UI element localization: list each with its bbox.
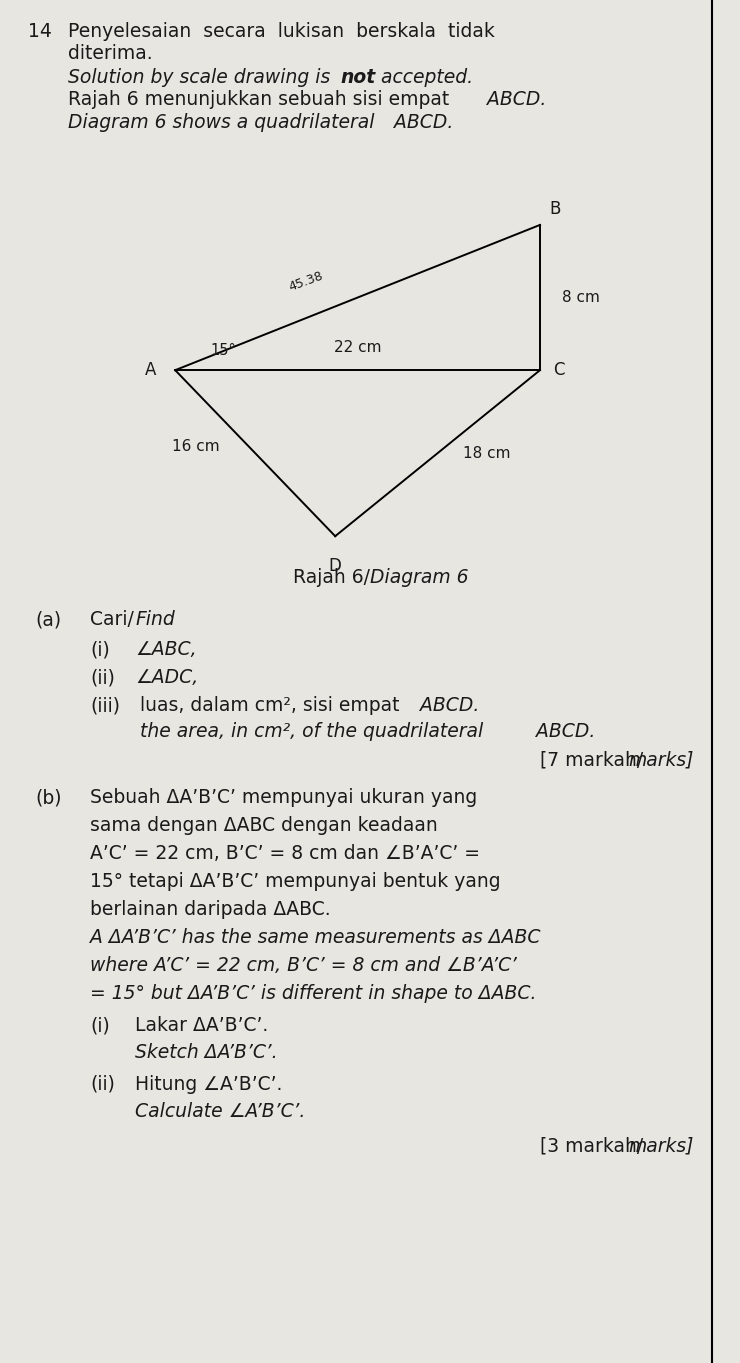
Text: Solution by scale drawing is: Solution by scale drawing is bbox=[68, 68, 336, 87]
Text: D: D bbox=[329, 557, 342, 575]
Text: = 15° but ΔA’B’C’ is different in shape to ΔABC.: = 15° but ΔA’B’C’ is different in shape … bbox=[90, 984, 536, 1003]
Text: Rajah 6/: Rajah 6/ bbox=[293, 568, 370, 587]
Text: accepted.: accepted. bbox=[375, 68, 473, 87]
Text: where A’C’ = 22 cm, B’C’ = 8 cm and ∠B’A’C’: where A’C’ = 22 cm, B’C’ = 8 cm and ∠B’A… bbox=[90, 955, 517, 975]
Text: (iii): (iii) bbox=[90, 696, 120, 716]
Text: diterima.: diterima. bbox=[68, 44, 152, 63]
Text: Sebuah ΔA’B’C’ mempunyai ukuran yang: Sebuah ΔA’B’C’ mempunyai ukuran yang bbox=[90, 788, 477, 807]
Text: ∠ABC,: ∠ABC, bbox=[135, 641, 197, 658]
Text: Diagram 6: Diagram 6 bbox=[370, 568, 468, 587]
Text: C: C bbox=[553, 361, 565, 379]
Text: ABCD.: ABCD. bbox=[487, 90, 546, 109]
Text: Rajah 6 menunjukkan sebuah sisi empat: Rajah 6 menunjukkan sebuah sisi empat bbox=[68, 90, 455, 109]
Text: Find: Find bbox=[135, 611, 175, 628]
Text: 8 cm: 8 cm bbox=[562, 290, 600, 305]
Text: ∠ADC,: ∠ADC, bbox=[135, 668, 198, 687]
Text: A’C’ = 22 cm, B’C’ = 8 cm dan ∠B’A’C’ =: A’C’ = 22 cm, B’C’ = 8 cm dan ∠B’A’C’ = bbox=[90, 844, 480, 863]
Text: berlainan daripada ΔABC.: berlainan daripada ΔABC. bbox=[90, 900, 331, 919]
Text: sama dengan ΔABC dengan keadaan: sama dengan ΔABC dengan keadaan bbox=[90, 816, 438, 836]
Text: (ii): (ii) bbox=[90, 668, 115, 687]
Text: Lakar ΔA’B’C’.: Lakar ΔA’B’C’. bbox=[135, 1015, 269, 1035]
Text: A: A bbox=[144, 361, 156, 379]
Text: Hitung ∠A’B’C’.: Hitung ∠A’B’C’. bbox=[135, 1075, 283, 1094]
Text: luas, dalam cm², sisi empat: luas, dalam cm², sisi empat bbox=[140, 696, 406, 716]
Text: ABCD.: ABCD. bbox=[536, 722, 596, 741]
Text: (ii): (ii) bbox=[90, 1075, 115, 1094]
Text: not: not bbox=[340, 68, 375, 87]
Text: Penyelesaian  secara  lukisan  berskala  tidak: Penyelesaian secara lukisan berskala tid… bbox=[68, 22, 495, 41]
Text: [7 markah/: [7 markah/ bbox=[540, 750, 643, 769]
Text: marks]: marks] bbox=[628, 1137, 693, 1156]
Text: ABCD.: ABCD. bbox=[394, 113, 454, 132]
Text: 14: 14 bbox=[28, 22, 52, 41]
Text: [3 markah/: [3 markah/ bbox=[540, 1137, 643, 1156]
Text: 18 cm: 18 cm bbox=[463, 446, 511, 461]
Text: Diagram 6 shows a quadrilateral: Diagram 6 shows a quadrilateral bbox=[68, 113, 380, 132]
Text: ABCD.: ABCD. bbox=[420, 696, 480, 716]
Text: 22 cm: 22 cm bbox=[334, 339, 381, 354]
Text: (a): (a) bbox=[35, 611, 61, 628]
Text: (i): (i) bbox=[90, 1015, 110, 1035]
Text: 16 cm: 16 cm bbox=[172, 439, 220, 454]
Text: A ΔA’B’C’ has the same measurements as ΔABC: A ΔA’B’C’ has the same measurements as Δ… bbox=[90, 928, 540, 947]
Text: 15°: 15° bbox=[210, 342, 236, 357]
Text: Cari/: Cari/ bbox=[90, 611, 134, 628]
Text: Sketch ΔA’B’C’.: Sketch ΔA’B’C’. bbox=[135, 1043, 278, 1062]
Text: (b): (b) bbox=[35, 788, 61, 807]
Text: 45.38: 45.38 bbox=[287, 270, 326, 294]
Text: marks]: marks] bbox=[628, 750, 693, 769]
Text: the area, in cm², of the quadrilateral: the area, in cm², of the quadrilateral bbox=[140, 722, 489, 741]
Text: Calculate ∠A’B’C’.: Calculate ∠A’B’C’. bbox=[135, 1103, 306, 1120]
Text: 15° tetapi ΔA’B’C’ mempunyai bentuk yang: 15° tetapi ΔA’B’C’ mempunyai bentuk yang bbox=[90, 872, 501, 891]
Text: B: B bbox=[550, 200, 561, 218]
Text: (i): (i) bbox=[90, 641, 110, 658]
